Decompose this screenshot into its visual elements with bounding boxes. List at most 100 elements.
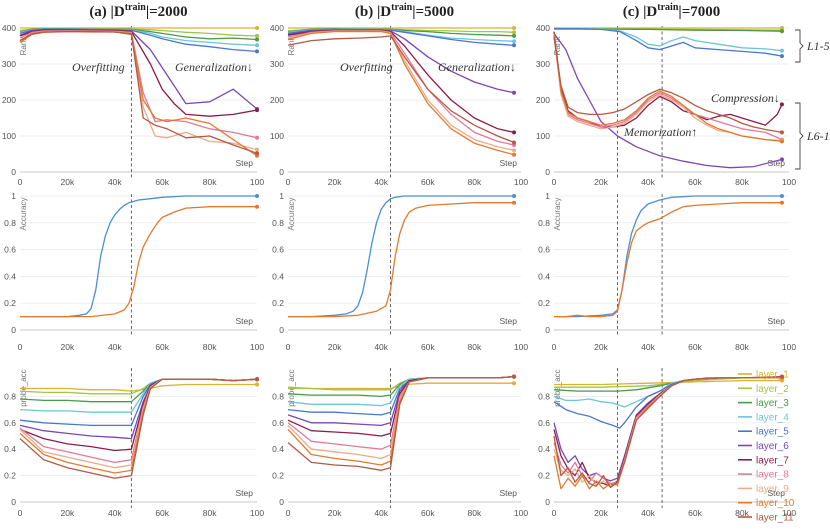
x-tick-label: 60k: [155, 508, 169, 518]
series-line-train: [554, 195, 782, 318]
series-endpoint-layer_11: [512, 374, 517, 379]
series-endpoint-test: [255, 204, 259, 209]
series-endpoint-layer_2: [512, 30, 517, 35]
y-tick-label: 0.8: [4, 391, 16, 401]
series-endpoint-layer_11: [512, 140, 517, 145]
y-tick-label: 200: [536, 95, 550, 105]
annotation-compression: Compression↓: [711, 91, 780, 105]
x-tick-label: 60k: [155, 342, 169, 352]
y-tick-label: 0.6: [538, 418, 550, 428]
x-tick-label: 80k: [735, 508, 749, 518]
series-line-layer_7: [553, 31, 783, 128]
x-tick-label: 80k: [203, 508, 217, 518]
annotation-overfitting: Overfitting: [340, 60, 393, 74]
y-tick-label: 0.8: [538, 391, 550, 401]
x-axis-label: Step: [236, 488, 254, 498]
y-tick-label: 0.2: [4, 471, 16, 481]
x-tick-label: 100: [782, 508, 796, 518]
x-axis-label: Step: [500, 488, 518, 498]
series-endpoint-layer_9: [255, 147, 259, 152]
y-tick-label: 0.6: [4, 245, 16, 255]
series-endpoint-layer_3: [512, 33, 517, 38]
y-tick-label: 1: [11, 191, 16, 201]
legend-label-layer_5: layer_5: [756, 427, 789, 438]
panel-r1-c2: 0 0.2 0.4 0.6 0.8 1 0 20k 40k 60k 80k 100 Accuracy St…: [538, 191, 796, 352]
series-endpoint-layer_5: [512, 43, 517, 48]
y-axis-label: Accuracy: [19, 198, 28, 231]
x-tick-label: 0: [18, 342, 23, 352]
y-axis-label: Accuracy: [287, 198, 296, 231]
panel-r0-c0: 0 100 200 300 400 0 20k 40k 60k 80k 100 Rank Step Ove…: [2, 23, 265, 187]
x-tick-label: 100: [782, 342, 796, 352]
series-endpoint-test: [512, 200, 517, 205]
x-tick-label: 80k: [203, 177, 217, 187]
series-endpoint-layer_4: [512, 39, 517, 44]
x-axis-label: Step: [236, 316, 254, 326]
x-tick-label: 0: [552, 508, 557, 518]
x-axis-label: Step: [236, 158, 254, 168]
x-tick-label: 40k: [108, 342, 122, 352]
series-endpoint-train: [255, 194, 259, 198]
y-tick-label: 0.4: [4, 444, 16, 454]
y-tick-label: 0.6: [538, 245, 550, 255]
y-tick-label: 100: [270, 131, 284, 141]
series-line-layer_11: [287, 375, 515, 471]
brace-label-l1-5: L1-5: [806, 39, 830, 53]
x-tick-label: 100: [514, 508, 528, 518]
x-tick-label: 20k: [594, 508, 608, 518]
x-tick-label: 20k: [61, 508, 75, 518]
series-endpoint-layer_6: [779, 157, 784, 162]
x-tick-label: 80k: [468, 177, 482, 187]
y-tick-label: 1: [279, 191, 284, 201]
y-tick-label: 400: [2, 23, 16, 33]
y-tick-label: 0.6: [272, 418, 284, 428]
series-line-test: [554, 202, 782, 318]
series-endpoint-layer_11: [255, 151, 259, 156]
x-tick-label: 100: [250, 508, 264, 518]
y-tick-label: 0: [11, 497, 16, 507]
legend-label-layer_1: layer_1: [756, 370, 789, 381]
series-line-layer_7: [553, 377, 782, 487]
x-axis-label: Step: [500, 316, 518, 326]
series-endpoint-layer_8: [255, 135, 259, 140]
series-line-layer_11: [553, 375, 783, 489]
y-tick-label: 0: [279, 497, 284, 507]
y-tick-label: 0: [545, 325, 550, 335]
series-line-layer_10: [287, 30, 515, 156]
annotation-overfitting: Overfitting: [72, 60, 125, 74]
x-tick-label: 40k: [374, 508, 388, 518]
series-endpoint-layer_5: [779, 54, 784, 59]
legend-label-layer_6: layer_6: [756, 441, 789, 452]
x-tick-label: 60k: [688, 177, 702, 187]
x-tick-label: 40k: [641, 177, 655, 187]
y-tick-label: 0.4: [538, 271, 550, 281]
series-endpoint-layer_4: [255, 43, 259, 48]
annotation-generalization: Generalization↓: [438, 60, 516, 74]
x-tick-label: 40k: [641, 342, 655, 352]
y-tick-label: 300: [2, 59, 16, 69]
x-tick-label: 40k: [374, 177, 388, 187]
y-tick-label: 100: [536, 131, 550, 141]
y-tick-label: 0.4: [4, 271, 16, 281]
x-tick-label: 100: [782, 177, 796, 187]
series-line-layer_9: [553, 377, 782, 487]
y-tick-label: 100: [2, 131, 16, 141]
legend-label-layer_9: layer_9: [756, 484, 789, 495]
y-tick-label: 400: [270, 23, 284, 33]
series-endpoint-test: [779, 200, 784, 205]
legend: layer_1 layer_2 layer_3 layer_4 layer_5layer…: [738, 370, 795, 524]
x-tick-label: 20k: [61, 342, 75, 352]
legend-label-layer_8: layer_8: [756, 470, 789, 481]
series-line-layer_7: [19, 29, 258, 117]
series-endpoint-layer_11: [779, 374, 784, 379]
x-tick-label: 40k: [641, 508, 655, 518]
x-tick-label: 100: [514, 342, 528, 352]
series-line-test: [288, 202, 514, 318]
series-endpoint-layer_10: [512, 152, 517, 157]
y-tick-label: 1: [545, 191, 550, 201]
y-tick-label: 0: [279, 325, 284, 335]
y-tick-label: 0.6: [4, 418, 16, 428]
x-tick-label: 80k: [468, 342, 482, 352]
annotation-memorization: Memorization↑: [623, 125, 697, 139]
series-endpoint-layer_3: [255, 37, 259, 42]
